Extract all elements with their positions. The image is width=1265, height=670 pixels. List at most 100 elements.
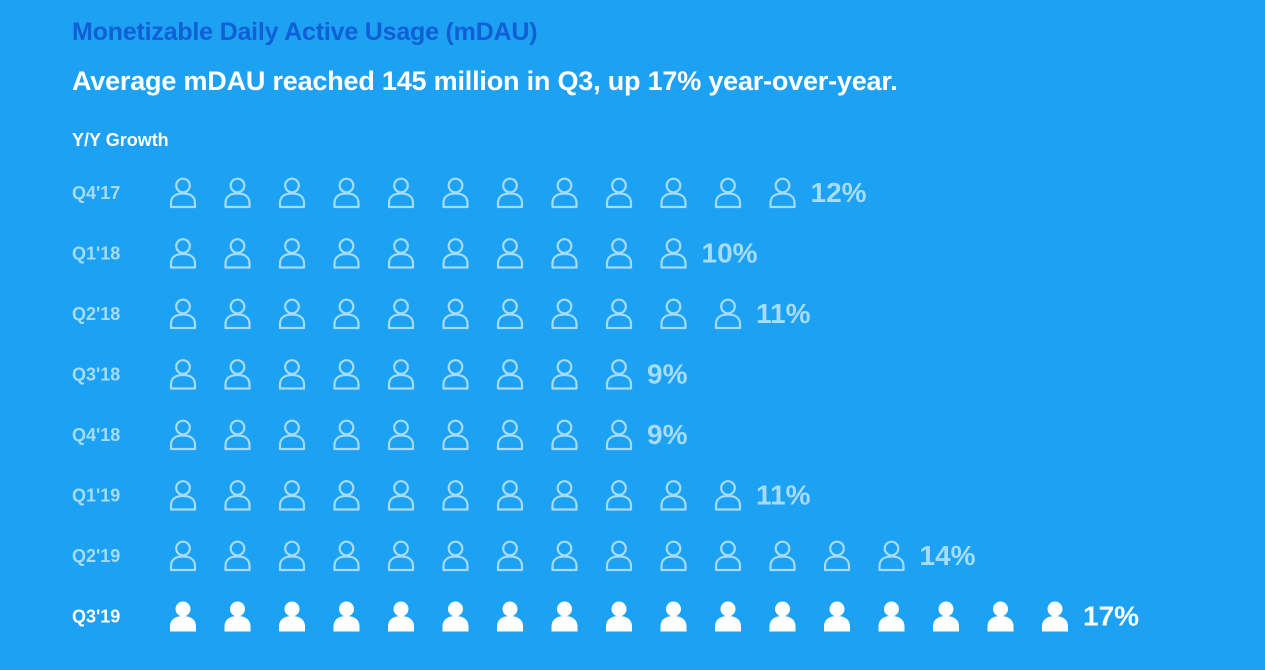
- person-icon: [333, 298, 360, 330]
- person-icon: [278, 480, 306, 511]
- tick-label: Q1'19: [72, 486, 120, 506]
- person-icon: [333, 540, 360, 572]
- person-icon: [551, 480, 578, 511]
- person-icon: [387, 177, 415, 209]
- person-icon: [551, 238, 578, 269]
- person-icon: [496, 177, 524, 209]
- person-icon: [333, 238, 360, 269]
- person-icon: [169, 480, 197, 511]
- person-icon: [660, 601, 687, 632]
- tick-label: Q4'17: [72, 183, 120, 203]
- person-icon: [278, 419, 306, 451]
- person-icon: [714, 540, 742, 572]
- chart-row: Q3'19 17%: [72, 601, 1139, 632]
- data-label: 9%: [647, 419, 688, 450]
- person-icon: [169, 419, 197, 451]
- tick-label: Q2'19: [72, 546, 120, 566]
- person-icon: [387, 298, 415, 330]
- person-icon: [1042, 601, 1068, 632]
- person-icon: [660, 238, 687, 269]
- person-icon: [442, 359, 469, 390]
- person-icon: [169, 298, 197, 330]
- chart-row: Q1'19 11%: [72, 480, 811, 511]
- person-icon: [660, 177, 687, 209]
- person-icon: [224, 540, 251, 572]
- data-label: 17%: [1083, 601, 1139, 632]
- person-icon: [987, 601, 1014, 632]
- tick-label: Q4'18: [72, 425, 120, 445]
- data-label: 14%: [920, 540, 976, 571]
- person-icon: [605, 298, 633, 330]
- chart-row: Q4'17 12%: [72, 177, 867, 209]
- person-icon: [660, 540, 687, 572]
- person-icon: [496, 359, 524, 390]
- person-icon: [551, 419, 578, 451]
- person-icon: [333, 601, 360, 632]
- person-icon: [878, 601, 905, 632]
- person-icon: [170, 601, 196, 632]
- page-title: Monetizable Daily Active Usage (mDAU): [72, 18, 538, 46]
- headline: Average mDAU reached 145 million in Q3, …: [72, 66, 898, 96]
- person-icon: [660, 480, 687, 511]
- person-icon: [605, 480, 633, 511]
- person-icon: [169, 177, 197, 209]
- person-icon: [387, 419, 415, 451]
- person-icon: [442, 238, 469, 269]
- chart-row: Q2'18 11%: [72, 298, 811, 330]
- person-icon: [824, 601, 850, 632]
- person-icon: [496, 540, 524, 572]
- person-icon: [714, 177, 742, 209]
- chart-row: Q2'19 14%: [72, 540, 976, 572]
- person-icon: [878, 540, 905, 572]
- person-icon: [333, 419, 360, 451]
- person-icon: [333, 480, 360, 511]
- person-icon: [387, 540, 415, 572]
- person-icon: [823, 540, 851, 572]
- person-icon: [442, 177, 469, 209]
- person-icon: [388, 601, 414, 632]
- person-icon: [769, 177, 796, 209]
- person-icon: [387, 238, 415, 269]
- person-icon: [333, 177, 360, 209]
- person-icon: [169, 540, 197, 572]
- data-label: 12%: [811, 177, 867, 208]
- person-icon: [442, 298, 469, 330]
- person-icon: [496, 480, 524, 511]
- person-icon: [605, 177, 633, 209]
- person-icon: [333, 359, 360, 390]
- person-icon: [278, 298, 306, 330]
- person-icon: [551, 177, 578, 209]
- section-label: Y/Y Growth: [72, 130, 169, 150]
- data-label: 11%: [756, 480, 811, 511]
- person-icon: [551, 298, 578, 330]
- data-label: 10%: [702, 238, 758, 269]
- person-icon: [605, 359, 633, 390]
- person-icon: [605, 238, 633, 269]
- tick-label: Q1'18: [72, 244, 120, 264]
- person-icon: [442, 419, 469, 451]
- person-icon: [224, 298, 251, 330]
- person-icon: [551, 359, 578, 390]
- person-icon: [224, 177, 251, 209]
- chart-row: Q3'18 9%: [72, 359, 688, 390]
- person-icon: [224, 238, 251, 269]
- person-icon: [606, 601, 632, 632]
- person-icon: [442, 601, 469, 632]
- chart-row: Q1'18 10%: [72, 238, 758, 269]
- person-icon: [278, 540, 306, 572]
- tick-label: Q2'18: [72, 304, 120, 324]
- person-icon: [169, 238, 197, 269]
- person-icon: [551, 540, 578, 572]
- person-icon: [714, 480, 742, 511]
- person-icon: [769, 601, 796, 632]
- person-icon: [660, 298, 687, 330]
- person-icon: [496, 298, 524, 330]
- person-icon: [551, 601, 578, 632]
- chart-row: Q4'18 9%: [72, 419, 688, 451]
- person-icon: [387, 359, 415, 390]
- person-icon: [714, 298, 742, 330]
- person-icon: [224, 480, 251, 511]
- tick-label: Q3'18: [72, 365, 120, 385]
- tick-label: Q3'19: [72, 607, 120, 627]
